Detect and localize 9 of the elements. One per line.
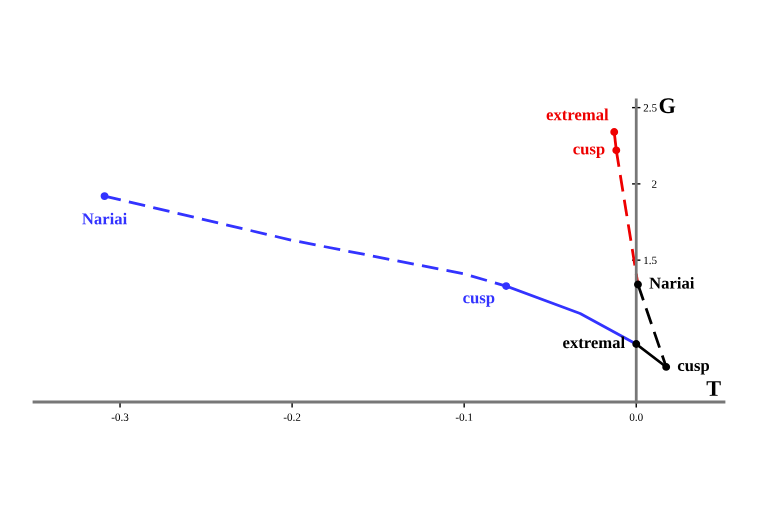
annotation: extremal: [563, 336, 625, 349]
annotation: cusp: [463, 295, 495, 307]
annotation: cusp: [573, 146, 605, 158]
annotation: extremal: [546, 108, 609, 121]
annotation: Nariai: [82, 212, 127, 225]
y-axis-title: G: [659, 98, 676, 114]
x-axis-title: T: [706, 381, 721, 396]
annotation: Nariai: [649, 277, 695, 289]
annotation: cusp: [677, 363, 710, 375]
